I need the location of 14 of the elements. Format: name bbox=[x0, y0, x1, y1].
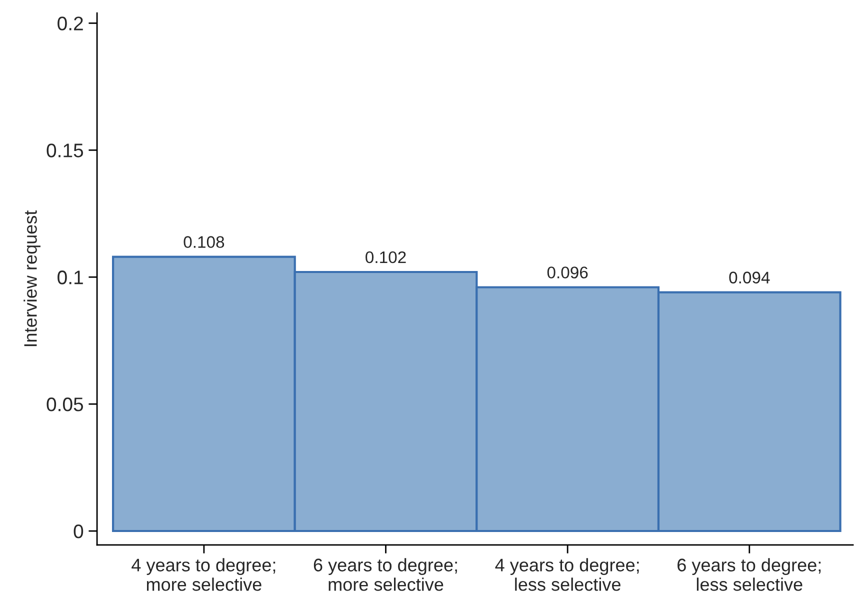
x-tick-label: 4 years to degree; more selective bbox=[132, 558, 276, 591]
data-label: 0.094 bbox=[729, 272, 770, 284]
y-tick-label: 0 bbox=[74, 524, 84, 538]
y-tick-label: 0.05 bbox=[46, 398, 84, 412]
y-tick-label: 0.1 bbox=[58, 270, 83, 284]
x-tick-label: 4 years to degree; less selective bbox=[495, 558, 639, 591]
data-label: 0.096 bbox=[547, 266, 588, 278]
x-tick-label: 6 years to degree; less selective bbox=[678, 558, 821, 591]
x-tick-label: 6 years to degree; more selective bbox=[314, 558, 457, 591]
y-tick-label: 0.2 bbox=[58, 16, 83, 30]
y-tick-label: 0.15 bbox=[46, 144, 84, 158]
data-label: 0.108 bbox=[184, 236, 224, 248]
data-label: 0.102 bbox=[366, 251, 406, 264]
y-axis-title: Interview request bbox=[24, 210, 40, 346]
